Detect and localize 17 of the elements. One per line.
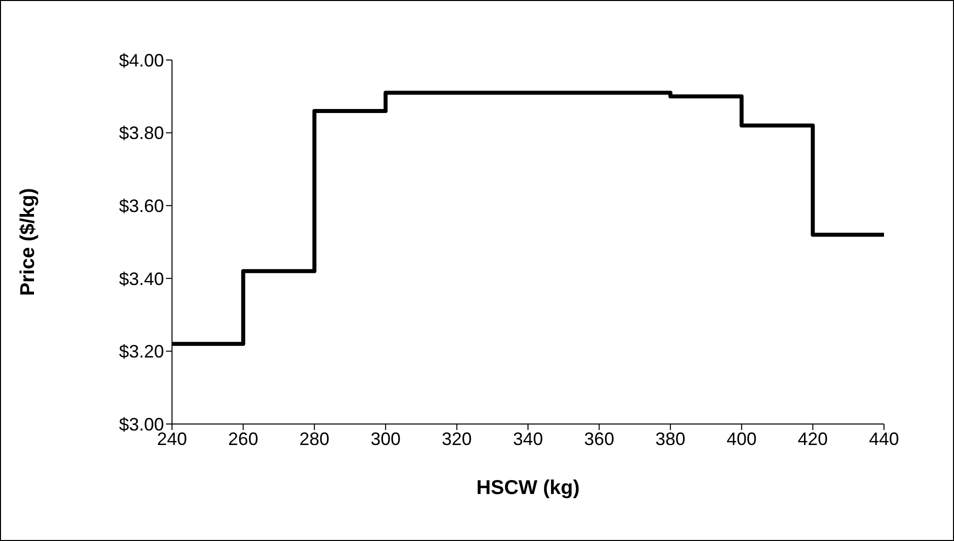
y-tick-label: $3.20: [118, 342, 164, 362]
x-tick-label: 420: [798, 428, 828, 449]
y-tick-label: $3.60: [118, 196, 164, 216]
y-tick-label: $3.80: [118, 123, 164, 144]
x-tick-label: 360: [584, 428, 614, 449]
y-tick-label: $3.40: [118, 268, 164, 289]
y-axis-title: Price ($/kg): [17, 188, 40, 296]
x-tick-label: 320: [442, 428, 472, 449]
x-tick-label: 440: [868, 428, 900, 449]
y-tick-label: $4.00: [118, 50, 164, 70]
x-tick-label: 380: [655, 428, 686, 449]
x-tick-label: 300: [370, 428, 401, 449]
x-tick-label: 340: [512, 428, 544, 449]
x-tick-label: 280: [299, 428, 330, 449]
x-tick-label: 400: [726, 428, 757, 449]
x-tick-label: 260: [228, 428, 258, 449]
x-axis-title: HSCW (kg): [476, 477, 580, 499]
